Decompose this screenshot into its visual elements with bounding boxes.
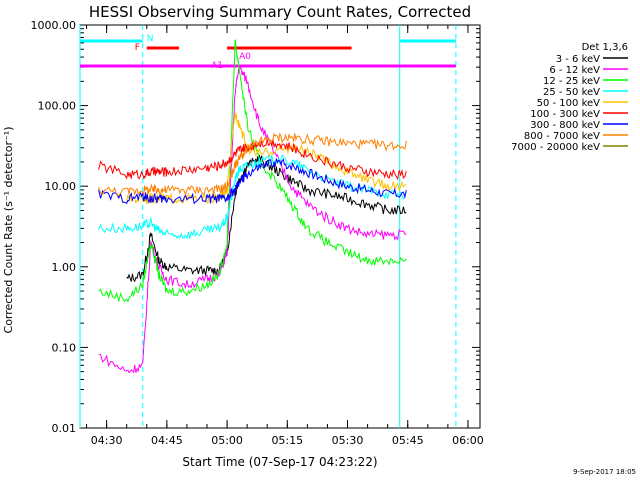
flag-label: N — [147, 34, 154, 44]
date-stamp: 9-Sep-2017 18:05 — [573, 468, 636, 476]
legend-entry-label: 25 - 50 keV — [543, 87, 600, 98]
series-line — [98, 39, 407, 303]
series-line — [98, 139, 407, 181]
legend-entry-label: 50 - 100 keV — [537, 98, 601, 109]
x-axis-ticks: 04:30 04:45 05:00 05:15 05:30 05:45 06:00 — [86, 25, 484, 447]
x-axis-label: Start Time (07-Sep-17 04:23:22) — [182, 455, 377, 469]
legend-entry-label: 6 - 12 keV — [549, 65, 600, 76]
x-tick-label: 05:00 — [211, 434, 243, 447]
legend-entry-label: 800 - 7000 keV — [524, 131, 600, 142]
x-tick-label: 04:45 — [151, 434, 183, 447]
x-tick-label: 04:30 — [91, 434, 123, 447]
x-tick-label: 05:30 — [332, 434, 364, 447]
y-tick-label: 1000.00 — [31, 19, 77, 32]
series-line — [126, 112, 407, 206]
y-tick-label: 0.01 — [52, 422, 77, 435]
flag-label: A0 — [239, 52, 251, 62]
series-line — [126, 154, 407, 283]
y-tick-label: 10.00 — [45, 180, 77, 193]
y-tick-label: 100.00 — [38, 100, 77, 113]
y-tick-label: 1.00 — [52, 261, 77, 274]
series-lines — [98, 39, 407, 374]
legend-entry-label: 100 - 300 keV — [530, 109, 600, 120]
legend-entry-label: 7000 - 20000 keV — [511, 142, 600, 153]
x-tick-label: 05:15 — [271, 434, 303, 447]
series-line — [98, 64, 407, 374]
flag-label: F — [135, 43, 140, 53]
legend-entry-label: 300 - 800 keV — [530, 120, 600, 131]
x-tick-label: 06:00 — [452, 434, 484, 447]
y-tick-label: 0.10 — [52, 341, 77, 354]
legend-entry-label: 12 - 25 keV — [543, 76, 600, 87]
y-axis-label: Corrected Count Rate (s⁻¹ detector⁻¹) — [2, 127, 15, 334]
x-tick-label: 05:45 — [392, 434, 424, 447]
series-line — [98, 132, 407, 197]
legend-title: Det 1,3,6 — [582, 42, 628, 53]
flag-bars: NF A1 A0 — [80, 34, 456, 71]
series-line — [98, 158, 407, 205]
y-axis-ticks: 0.01 0.10 1.00 10.00 100.00 1000.00 — [31, 19, 480, 435]
legend-entry-label: 3 - 6 keV — [556, 54, 600, 65]
chart-title: HESSI Observing Summary Count Rates, Cor… — [89, 3, 471, 21]
flag-label: A1 — [211, 61, 223, 71]
